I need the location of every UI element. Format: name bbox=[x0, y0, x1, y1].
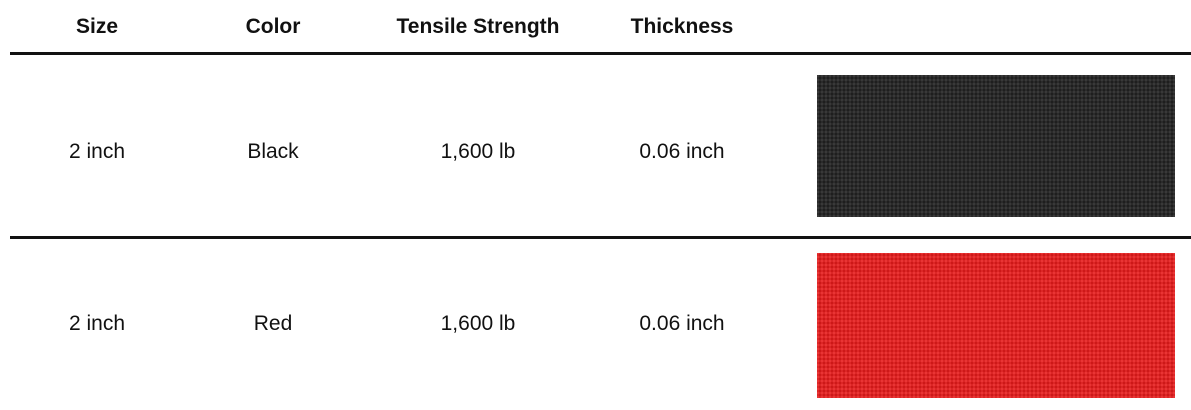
red-webbing-image bbox=[817, 253, 1175, 398]
table-cell: Black bbox=[247, 140, 299, 163]
column-header: Size bbox=[75, 15, 119, 38]
table-cell: 0.06 inch bbox=[639, 312, 725, 335]
table-cell: 1,600 lb bbox=[440, 140, 516, 163]
black-webbing-image bbox=[817, 75, 1175, 217]
table-cell: Red bbox=[253, 312, 293, 335]
table-cell: 1,600 lb bbox=[440, 312, 516, 335]
column-header: Thickness bbox=[630, 15, 734, 38]
table-cell: 2 inch bbox=[68, 312, 126, 335]
row-rule bbox=[10, 236, 1191, 239]
table-cell: 2 inch bbox=[68, 140, 126, 163]
column-header: Tensile Strength bbox=[396, 15, 560, 38]
table-cell: 0.06 inch bbox=[639, 140, 725, 163]
column-header: Color bbox=[245, 15, 301, 38]
header-rule bbox=[10, 52, 1191, 55]
